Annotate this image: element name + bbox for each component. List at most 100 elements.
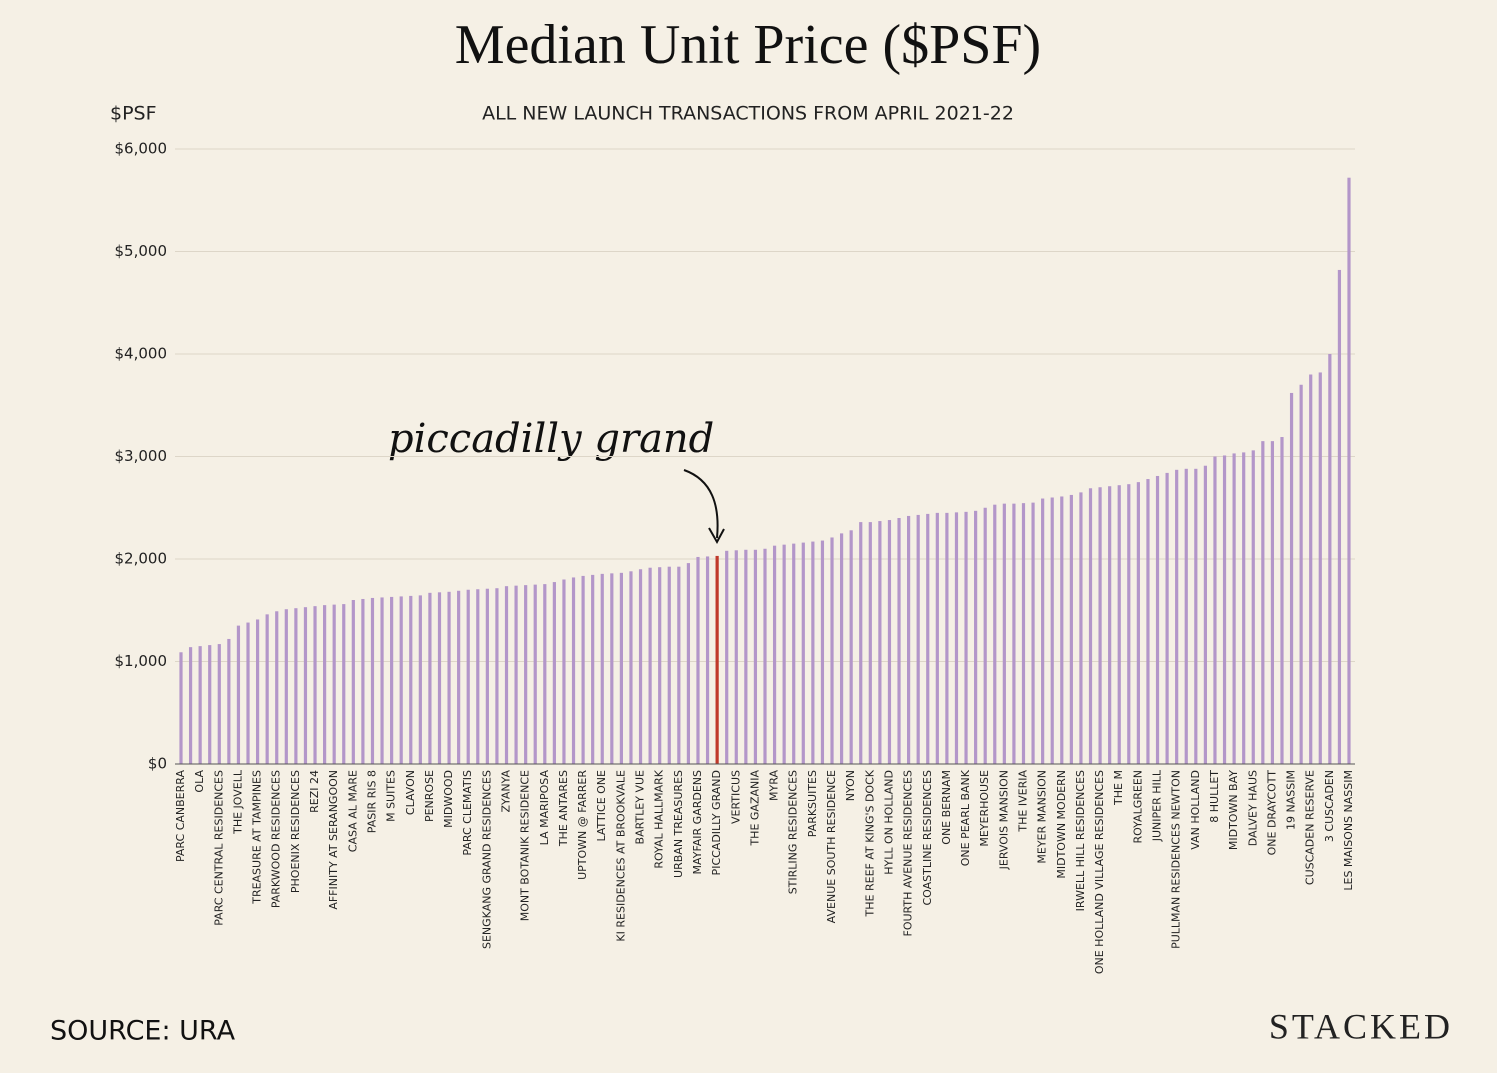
bar xyxy=(275,611,279,764)
bar xyxy=(370,597,375,764)
x-tick-label: PENROSE xyxy=(423,770,436,822)
bar xyxy=(457,590,461,764)
x-tick-label: 3 CUSCADEN xyxy=(1323,770,1336,842)
x-tick-label: THE M xyxy=(1112,770,1125,806)
annotation-arrow xyxy=(683,469,719,539)
x-tick-label: MIDTOWN MODERN xyxy=(1055,770,1068,879)
x-tick-label: PARKWOOD RESIDENCES xyxy=(270,770,283,908)
x-tick-label: PICCADILLY GRAND xyxy=(710,770,723,875)
bar xyxy=(1050,497,1054,764)
bar xyxy=(1041,498,1045,764)
bar xyxy=(619,572,623,764)
bar xyxy=(1203,465,1207,764)
x-tick-label: ZYANYA xyxy=(500,770,513,813)
x-tick-label: PASIR RIS 8 xyxy=(365,770,378,833)
x-tick-label: NYON xyxy=(844,770,857,801)
y-tick-label: $2,000 xyxy=(115,550,168,568)
bar xyxy=(763,548,767,764)
bar xyxy=(772,545,777,764)
x-tick-label: ONE BERNAM xyxy=(940,770,953,845)
x-tick-label: LA MARIPOSA xyxy=(538,770,551,846)
bar xyxy=(1251,450,1255,764)
bar xyxy=(342,604,346,764)
x-tick-label: VERTICUS xyxy=(729,770,742,824)
bar xyxy=(734,550,738,764)
x-tick-label: ROYAL HALLMARK xyxy=(653,769,666,868)
bar xyxy=(839,533,844,764)
bar xyxy=(1146,479,1150,764)
x-tick-label: THE ANTARES xyxy=(557,770,570,847)
x-tick-label: MEYER MANSION xyxy=(1036,770,1049,864)
bar xyxy=(380,597,384,764)
bar xyxy=(581,575,585,764)
x-tick-label: MONT BOTANIK RESIDENCE xyxy=(519,770,532,921)
y-tick-label: $4,000 xyxy=(115,345,168,363)
x-tick-label: PARKSUITES xyxy=(806,770,819,837)
bar xyxy=(1194,468,1198,764)
bar xyxy=(495,588,499,764)
x-tick-label: DALVEY HAUS xyxy=(1246,770,1259,846)
x-tick-label: LATTICE ONE xyxy=(595,770,608,842)
y-tick-label: $6,000 xyxy=(115,140,168,158)
bar xyxy=(1184,468,1188,764)
chart-subtitle: ALL NEW LAUNCH TRANSACTIONS FROM APRIL 2… xyxy=(482,103,1014,125)
bar xyxy=(926,513,930,764)
x-tick-label: CASA AL MARE xyxy=(346,770,359,852)
bar xyxy=(629,571,633,764)
bar xyxy=(246,622,250,764)
bar xyxy=(792,543,796,764)
bar xyxy=(227,638,231,764)
bar xyxy=(476,589,480,764)
bar xyxy=(562,579,566,764)
bar xyxy=(887,520,892,764)
bar xyxy=(313,606,317,764)
bar xyxy=(1165,472,1169,764)
bar xyxy=(677,566,681,764)
bar xyxy=(811,541,815,764)
x-tick-label: MIDWOOD xyxy=(442,770,455,828)
x-tick-label: THE JOVELL xyxy=(231,769,244,835)
bar xyxy=(466,589,470,764)
bar xyxy=(1012,503,1016,764)
bar xyxy=(868,522,872,764)
x-tick-label: AFFINITY AT SERANGOON xyxy=(327,770,340,910)
bar xyxy=(1213,456,1217,764)
x-tick-label: MYRA xyxy=(768,770,781,801)
bar xyxy=(993,504,997,764)
bar xyxy=(1155,475,1160,764)
x-tick-label: M SUITES xyxy=(385,770,398,822)
bar xyxy=(332,604,336,764)
bar xyxy=(954,512,959,764)
bar xyxy=(1347,177,1351,764)
bar xyxy=(1002,503,1006,764)
bar xyxy=(1127,484,1131,764)
bar xyxy=(753,549,758,764)
bar xyxy=(1232,453,1236,764)
x-tick-label: LES MAISONS NASSIM xyxy=(1342,770,1355,891)
bar xyxy=(591,574,595,764)
x-tick-label: ONE HOLLAND VILLAGE RESIDENCES xyxy=(1093,770,1106,974)
x-tick-label: ONE DRAYCOTT xyxy=(1265,770,1278,856)
bar xyxy=(217,644,221,764)
x-tick-label: BARTLEY VUE xyxy=(634,770,647,845)
bar xyxy=(648,567,652,764)
bar xyxy=(437,592,442,764)
bar xyxy=(983,507,987,764)
bar xyxy=(552,582,556,764)
x-tick-label: JERVOIS MANSION xyxy=(997,770,1010,870)
bar xyxy=(1108,486,1112,764)
bar xyxy=(418,595,422,764)
bar xyxy=(236,625,241,764)
bar xyxy=(1328,354,1332,764)
x-tick-label: CLAVON xyxy=(404,770,417,815)
bar xyxy=(265,614,269,764)
bar xyxy=(514,585,518,764)
bar xyxy=(945,512,949,764)
bar xyxy=(208,645,212,764)
bar xyxy=(179,652,183,764)
bar xyxy=(859,522,863,764)
bar xyxy=(1242,452,1246,764)
bar xyxy=(897,518,901,764)
